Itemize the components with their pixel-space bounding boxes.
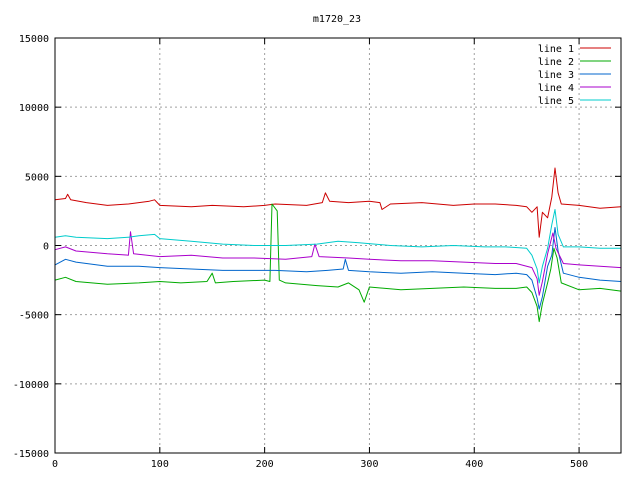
legend-label: line 1 <box>538 44 574 55</box>
series-line-2 <box>54 203 622 323</box>
legend-label: line 5 <box>538 96 574 107</box>
legend-label: line 4 <box>538 83 574 94</box>
y-tick-label: 0 <box>43 242 49 253</box>
y-tick-label: -15000 <box>13 449 49 460</box>
x-tick-label: 200 <box>256 459 274 470</box>
series-line-5 <box>54 209 621 284</box>
y-tick-label: 5000 <box>25 172 49 183</box>
chart-title: m1720_23 <box>313 14 361 25</box>
y-tick-label: 10000 <box>19 103 49 114</box>
grid <box>55 38 621 453</box>
x-tick-label: 400 <box>465 459 483 470</box>
legend-label: line 3 <box>538 70 574 81</box>
x-tick-label: 300 <box>360 459 378 470</box>
x-tick-label: 100 <box>151 459 169 470</box>
y-tick-label: -5000 <box>19 311 49 322</box>
y-tick-label: -10000 <box>13 380 49 391</box>
legend-label: line 2 <box>538 57 574 68</box>
series-line-1 <box>54 167 622 238</box>
x-tick-label: 0 <box>52 459 58 470</box>
y-tick-label: 15000 <box>19 34 49 45</box>
legend: line 1 line 2 line 3 line 4 line 5 <box>538 44 611 107</box>
x-tick-label: 500 <box>570 459 588 470</box>
series-lines <box>54 167 622 323</box>
series-line-4 <box>54 231 622 296</box>
axis-ticks: 0 100 200 300 400 500 15000 10000 5000 0 -5000 -100… <box>13 34 621 470</box>
series-line-3 <box>54 227 622 310</box>
